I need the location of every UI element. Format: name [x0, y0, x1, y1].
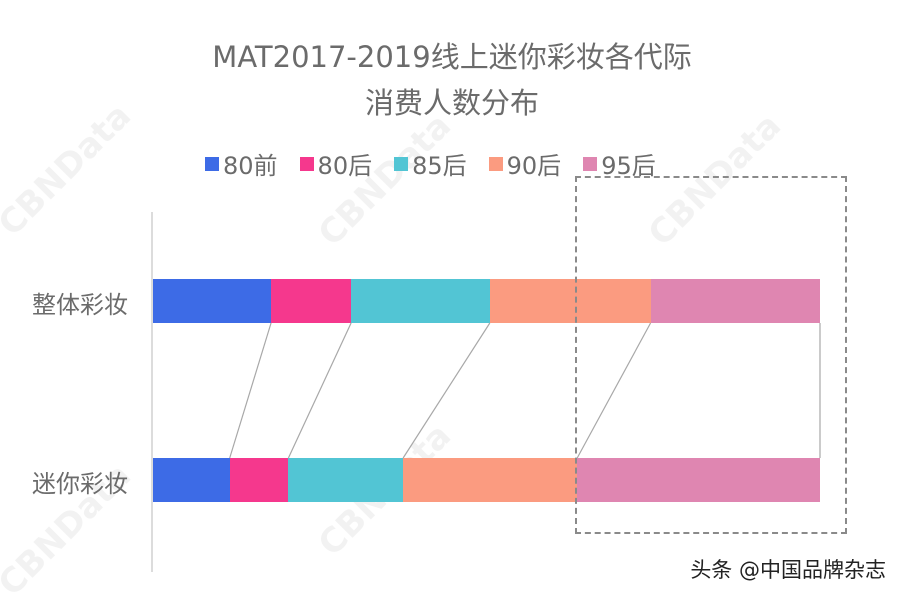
legend-swatch	[583, 156, 598, 171]
legend-label: 80前	[223, 152, 278, 180]
highlight-box-95hou	[575, 176, 847, 534]
bar-mini-makeup	[153, 458, 820, 502]
legend-item-85hou: 85后	[394, 146, 467, 181]
chart-title-line-2: 消费人数分布	[364, 86, 539, 120]
bar-segment	[489, 279, 651, 323]
legend-swatch	[299, 156, 314, 171]
legend: 80前 80后 85后 90后 95后	[205, 146, 656, 181]
bar-segment	[288, 458, 404, 502]
bar-segment	[271, 279, 352, 323]
legend-item-80hou: 80后	[299, 146, 373, 181]
bar-overall-makeup	[153, 279, 820, 323]
legend-label: 80后	[317, 152, 373, 180]
bar-segment	[153, 279, 272, 323]
legend-swatch	[205, 156, 219, 171]
legend-item-90hou: 90后	[488, 146, 562, 181]
category-label-mini: 迷你彩妆	[32, 470, 128, 498]
category-label-overall: 整体彩妆	[32, 291, 128, 319]
legend-label: 95后	[601, 152, 656, 180]
legend-label: 85后	[412, 152, 467, 180]
legend-swatch	[394, 156, 409, 171]
legend-label: 90后	[506, 152, 562, 180]
legend-swatch	[488, 156, 503, 171]
category-axis	[151, 212, 153, 572]
bar-segment	[351, 279, 490, 323]
chart-title-line-1: MAT2017-2019线上迷你彩妆各代际	[212, 40, 692, 74]
source-credit: 头条 @中国品牌杂志	[690, 558, 886, 582]
bar-segment	[403, 458, 578, 502]
bar-segment	[577, 458, 820, 502]
bar-segment	[153, 458, 230, 502]
legend-item-80qian: 80前	[205, 146, 278, 181]
legend-item-95hou: 95后	[583, 146, 656, 181]
bar-segment	[650, 279, 820, 323]
bar-segment	[229, 458, 289, 502]
